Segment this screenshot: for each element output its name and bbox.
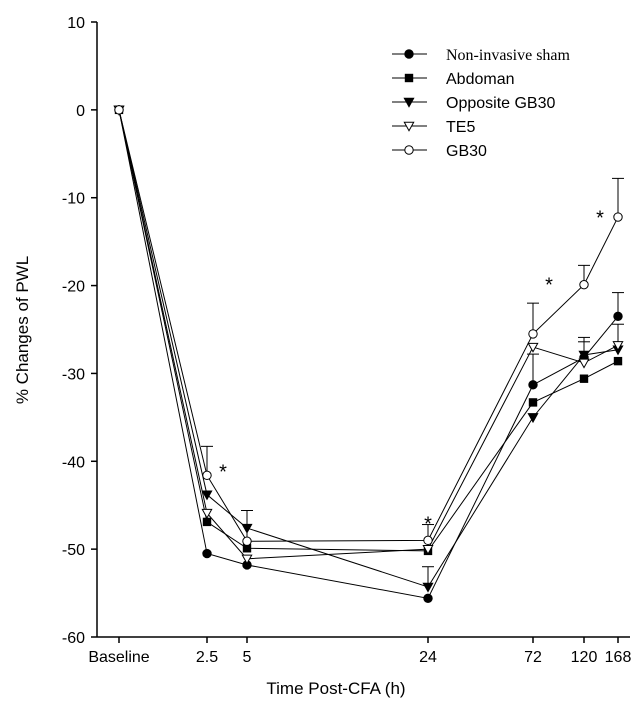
data-point [114, 105, 124, 115]
legend-label: GB30 [446, 143, 487, 160]
legend-label: TE5 [446, 119, 475, 136]
series-non-invasive-sham [114, 105, 624, 604]
significance-marker: * [219, 461, 227, 483]
data-point [422, 544, 434, 555]
y-tick-label: -30 [62, 366, 85, 383]
significance-marker: * [596, 208, 604, 230]
y-tick-label: -10 [62, 191, 85, 208]
data-point [201, 508, 213, 519]
data-point [201, 490, 213, 501]
data-point [528, 398, 538, 407]
data-point [423, 593, 433, 604]
legend-marker [403, 97, 415, 108]
data-point [241, 554, 253, 565]
x-tick-label: 5 [243, 649, 252, 666]
data-point [242, 536, 252, 546]
data-point [613, 212, 623, 222]
data-point [528, 380, 538, 390]
significance-marker: * [545, 274, 553, 296]
legend-item: GB30 [392, 143, 487, 160]
x-axis-title: Time Post-CFA (h) [266, 679, 405, 698]
y-tick-label: -60 [62, 630, 85, 647]
data-point [202, 517, 212, 527]
annotations: * * * * [219, 208, 604, 536]
series-lines [113, 105, 624, 604]
series-te5 [113, 105, 624, 565]
series-abdoman [114, 105, 623, 556]
legend-marker [404, 49, 414, 59]
x-tick-label: 168 [605, 649, 632, 666]
y-tick-label: 10 [67, 15, 85, 32]
x-tick-label: 120 [571, 649, 598, 666]
data-point [613, 356, 623, 366]
legend-item: TE5 [392, 119, 475, 136]
series-line [118, 109, 619, 542]
legend-item: Abdoman [392, 71, 515, 88]
data-point [527, 342, 539, 353]
data-point [579, 374, 589, 383]
data-point [242, 544, 252, 553]
x-tick-label: 2.5 [196, 649, 218, 666]
legend-marker [404, 73, 414, 83]
data-point [612, 341, 624, 352]
data-point [578, 358, 590, 369]
x-tick-label: Baseline [88, 649, 149, 666]
axes: -60 -50 -40 -30 -20 -10 0 10 Baseline 2.5 5 24 72 120… [62, 15, 632, 666]
series-line [118, 109, 619, 599]
x-tick-label: 24 [419, 649, 437, 666]
x-tick-label: 72 [524, 649, 542, 666]
series-gb30 [114, 105, 624, 546]
series-opposite-gb30 [113, 105, 624, 593]
y-axis-title: % Changes of PWL [13, 256, 32, 404]
series-line [118, 109, 619, 588]
y-tick-label: 0 [76, 103, 85, 120]
significance-marker: * [424, 513, 432, 535]
legend-label: Non-invasive sham [446, 47, 571, 64]
series-line [118, 109, 619, 560]
data-point [202, 548, 212, 559]
legend-label: Opposite GB30 [446, 95, 556, 112]
legend-marker [404, 145, 414, 155]
legend-label: Abdoman [446, 71, 515, 88]
data-point [613, 311, 623, 322]
legend-item: Non-invasive sham [392, 47, 571, 64]
y-tick-label: -20 [62, 279, 85, 296]
legend: Non-invasive sham Abdoman Opposite GB30 TE5… [392, 47, 571, 160]
data-point [423, 535, 433, 546]
data-point [202, 470, 212, 481]
data-point [528, 329, 538, 339]
data-point [527, 413, 539, 424]
legend-item: Opposite GB30 [392, 95, 556, 112]
y-tick-label: -40 [62, 454, 85, 471]
y-tick-label: -50 [62, 542, 85, 559]
data-point [422, 582, 434, 593]
legend-marker [403, 121, 415, 132]
data-point [579, 279, 589, 290]
